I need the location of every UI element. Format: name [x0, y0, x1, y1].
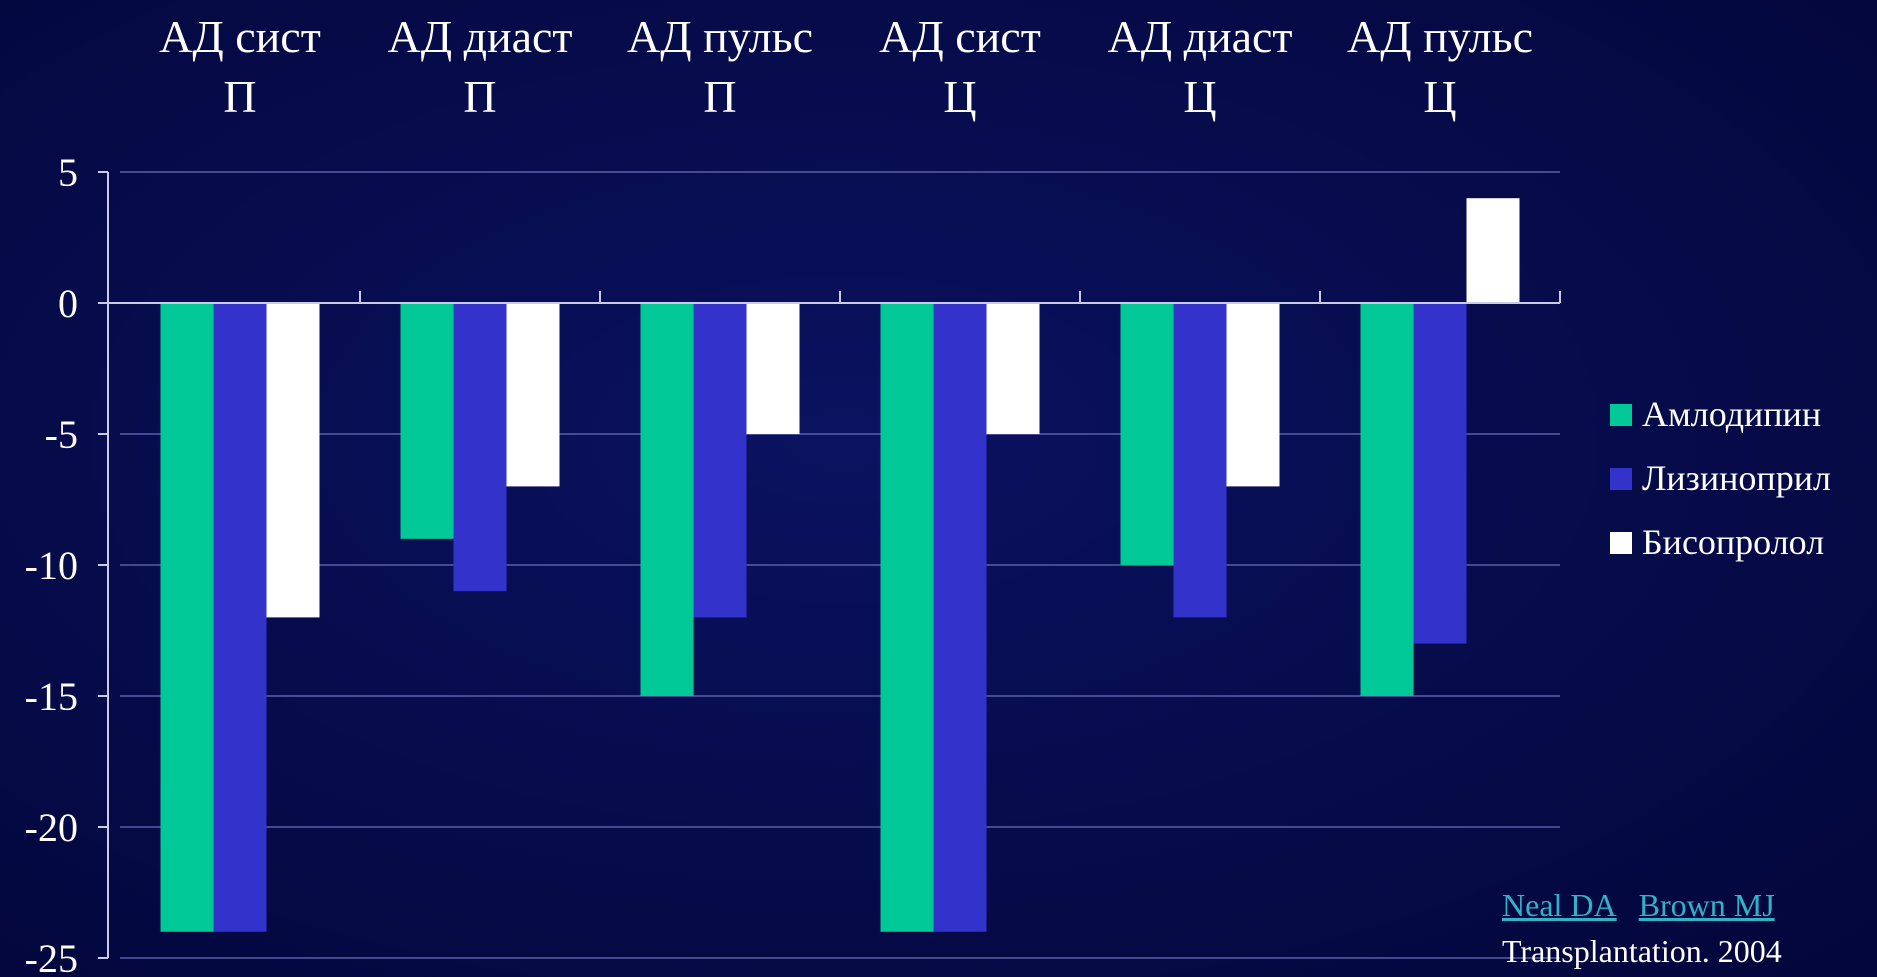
axes	[98, 171, 1561, 959]
author-link-brown[interactable]: Brown MJ	[1638, 887, 1775, 923]
bar-2-5	[1173, 303, 1227, 618]
category-label: Ц	[943, 71, 976, 122]
y-tick-label: -25	[25, 936, 78, 977]
y-tick-label: 0	[58, 281, 78, 326]
y-tick-label: -15	[25, 674, 78, 719]
citation: Neal DA Brown MJ Transplantation. 2004	[1502, 882, 1797, 974]
bar-3-1	[266, 303, 320, 618]
category-label: АД пульс	[1347, 11, 1533, 62]
category-label: Ц	[1423, 71, 1456, 122]
journal-reference: Transplantation. 2004	[1502, 933, 1782, 969]
legend: Амлодипин Лизиноприл Бисопролол	[1610, 394, 1831, 562]
bar-1-4	[880, 303, 934, 932]
category-label: АД пульс	[627, 11, 813, 62]
y-tick-label: -10	[25, 543, 78, 588]
bar-3-2	[506, 303, 560, 487]
category-label: АД сист	[879, 11, 1041, 62]
legend-label: Амлодипин	[1642, 394, 1821, 434]
bar-1-1	[160, 303, 214, 932]
author-link-neal[interactable]: Neal DA	[1502, 887, 1617, 923]
legend-label: Бисопролол	[1642, 522, 1824, 562]
bar-2-1	[213, 303, 267, 932]
category-label: П	[223, 71, 256, 122]
bar-2-3	[693, 303, 747, 618]
y-tick-labels: 5 0 -5 -10 -15 -20 -25	[25, 150, 78, 977]
bar-3-5	[1226, 303, 1280, 487]
y-tick-label: 5	[58, 150, 78, 195]
bars	[160, 198, 1520, 932]
category-label: АД диаст	[1107, 11, 1292, 62]
legend-swatch	[1610, 468, 1632, 490]
bar-1-2	[400, 303, 454, 539]
bar-3-3	[746, 303, 800, 434]
bar-1-5	[1120, 303, 1174, 565]
legend-label: Лизиноприл	[1642, 458, 1831, 498]
bar-2-2	[453, 303, 507, 592]
category-label: П	[463, 71, 496, 122]
legend-swatch	[1610, 404, 1632, 426]
bar-2-6	[1413, 303, 1467, 644]
category-label: АД сист	[159, 11, 321, 62]
category-label: АД диаст	[387, 11, 572, 62]
bar-3-6	[1466, 198, 1520, 303]
gridlines	[120, 171, 1560, 959]
legend-swatch	[1610, 532, 1632, 554]
bar-2-4	[933, 303, 987, 932]
category-labels: АД сист П АД диаст П АД пульс П АД сист Ц АД диа…	[159, 11, 1533, 122]
category-label: Ц	[1183, 71, 1216, 122]
y-tick-label: -5	[45, 412, 78, 457]
bar-1-3	[640, 303, 694, 696]
bar-3-4	[986, 303, 1040, 434]
bar-1-6	[1360, 303, 1414, 696]
category-label: П	[703, 71, 736, 122]
y-tick-label: -20	[25, 805, 78, 850]
